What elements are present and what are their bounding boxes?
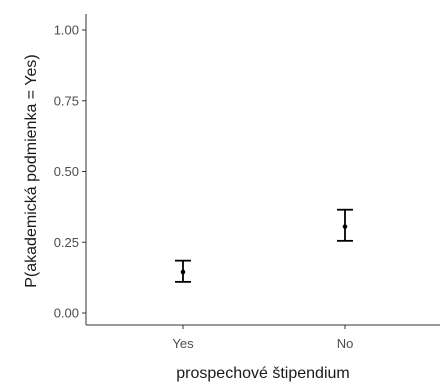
error-bar-no: [337, 208, 353, 242]
y-ticks: 0.00 0.25 0.50 0.75 1.00: [54, 23, 86, 321]
x-axis-title: prospechové štipendium: [176, 365, 349, 382]
data-point: [342, 224, 348, 229]
y-tick-label: 0.50: [54, 164, 79, 179]
y-axis-title: P(akademická podmienka = Yes): [23, 54, 40, 287]
y-tick-label: 1.00: [54, 23, 79, 38]
x-ticks: Yes No: [172, 325, 353, 351]
plot-area: [175, 208, 353, 283]
y-tick-label: 0.00: [54, 306, 79, 321]
y-tick-label: 0.25: [54, 235, 79, 250]
data-point: [180, 269, 186, 275]
x-tick-label: No: [337, 336, 354, 351]
y-tick-label: 0.75: [54, 93, 79, 108]
error-bar-yes: [175, 259, 191, 283]
x-tick-label: Yes: [172, 336, 194, 351]
